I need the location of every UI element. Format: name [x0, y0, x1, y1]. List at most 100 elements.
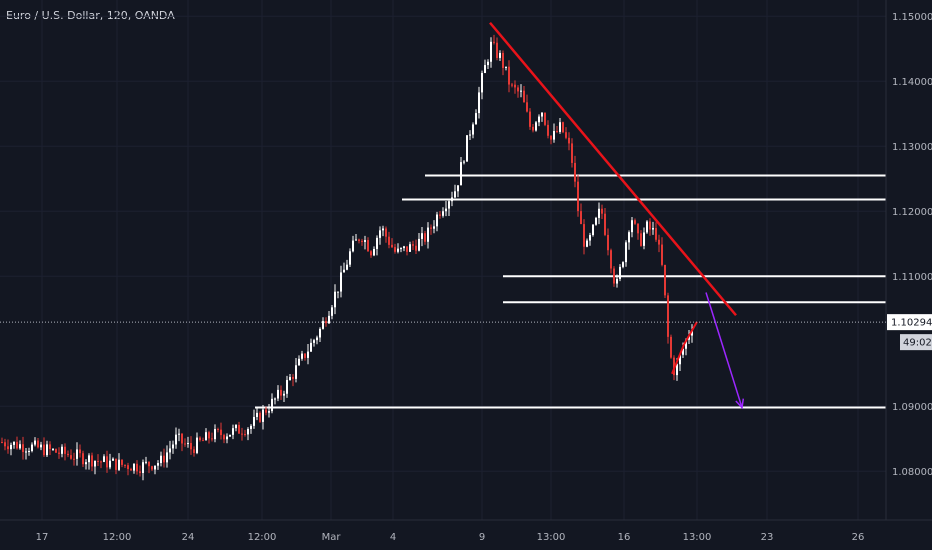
candle-body — [295, 365, 297, 379]
candle-body — [241, 433, 243, 435]
candle-body — [148, 461, 150, 467]
candle-body — [286, 380, 288, 394]
candle-body — [556, 130, 558, 132]
candle-body — [616, 278, 618, 284]
candle-body — [658, 239, 660, 245]
candle-body — [115, 458, 117, 470]
x-tick-label: 9 — [479, 532, 485, 543]
candle-body — [394, 247, 396, 252]
x-tick-label: 4 — [390, 532, 396, 543]
candle-body — [682, 348, 684, 355]
candle-body — [577, 181, 579, 212]
candle-body — [421, 233, 423, 239]
candle-body — [316, 337, 318, 341]
candle-body — [430, 227, 432, 229]
candle-body — [187, 442, 189, 444]
candle-body — [529, 111, 531, 127]
candle-body — [391, 244, 393, 248]
candle-body — [427, 227, 429, 242]
candle-body — [145, 461, 147, 463]
candle-body — [82, 453, 84, 465]
candle-body — [46, 444, 48, 456]
candle-body — [631, 220, 633, 233]
candle-body — [502, 52, 504, 68]
candle-body — [169, 448, 171, 453]
candle-body — [454, 191, 456, 198]
candle-body — [523, 90, 525, 103]
candle-body — [604, 213, 606, 235]
candle-body — [361, 240, 363, 242]
candle-body — [109, 460, 111, 468]
candle-body — [118, 459, 120, 470]
candle-body — [154, 465, 156, 470]
candle-body — [640, 233, 642, 246]
candle-body — [553, 130, 555, 140]
candle-body — [124, 464, 126, 466]
candle-body — [448, 201, 450, 209]
descending-trendline[interactable] — [489, 21, 737, 317]
candle-body — [283, 393, 285, 396]
candle-body — [445, 208, 447, 212]
candle-body — [292, 377, 294, 379]
candle-body — [13, 441, 15, 445]
candle-body — [193, 449, 195, 453]
time-axis[interactable]: 17 12:00 24 12:00 Mar 4 9 13:00 16 13:00 23 26 — [36, 532, 865, 543]
candle-body — [475, 113, 477, 125]
candle-body — [271, 398, 273, 412]
candle-body — [34, 440, 36, 445]
candle-body — [52, 449, 54, 451]
candle-body — [352, 240, 354, 252]
candle-body — [496, 42, 498, 58]
x-tick-label: 23 — [761, 532, 774, 543]
candle-body — [349, 251, 351, 265]
candle-body — [325, 321, 327, 324]
candle-body — [310, 342, 312, 352]
candle-body — [28, 450, 30, 452]
candle-body — [217, 429, 219, 431]
price-axis[interactable]: 1.15000 1.14000 1.13000 1.12000 1.11000 1.090… — [892, 12, 932, 478]
candle-body — [211, 438, 213, 440]
candle-body — [370, 251, 372, 256]
candle-body — [655, 228, 657, 240]
grid-lines — [0, 0, 886, 520]
candle-body — [400, 248, 402, 250]
projection-arrow-line[interactable] — [705, 292, 743, 408]
candle-body — [547, 124, 549, 136]
projection-arrow-head[interactable] — [735, 398, 745, 410]
candle-body — [646, 221, 648, 233]
support-resistance-levels[interactable] — [255, 174, 886, 409]
candle-body — [166, 452, 168, 463]
candle-body — [505, 66, 507, 68]
candle-body — [511, 84, 513, 86]
candle-body — [142, 462, 144, 474]
candle-body — [274, 398, 276, 400]
candle-body — [652, 228, 654, 230]
candle-body — [670, 336, 672, 358]
candle-body — [412, 244, 414, 246]
candle-body — [256, 412, 258, 417]
drawn-pullback-line[interactable] — [671, 321, 698, 375]
candle-body — [160, 455, 162, 464]
candle-body — [562, 122, 564, 133]
candle-body — [661, 244, 663, 265]
current-price-badge — [887, 314, 932, 331]
candle-body — [568, 137, 570, 144]
drawing-tools[interactable] — [489, 21, 745, 410]
candle-body — [268, 411, 270, 413]
candle-body — [364, 240, 366, 242]
countdown-label: 49:02 — [903, 338, 932, 349]
y-tick-label: 1.14000 — [892, 77, 932, 88]
candle-body — [409, 244, 411, 252]
candle-body — [382, 228, 384, 231]
candle-body — [514, 84, 516, 88]
candle-body — [346, 264, 348, 270]
candle-body — [373, 248, 375, 256]
candle-body — [619, 266, 621, 279]
candle-body — [43, 444, 45, 456]
candle-body — [358, 239, 360, 241]
candle-body — [436, 214, 438, 227]
candle-body — [205, 432, 207, 441]
candle-body — [223, 435, 225, 440]
candle-body — [586, 240, 588, 247]
